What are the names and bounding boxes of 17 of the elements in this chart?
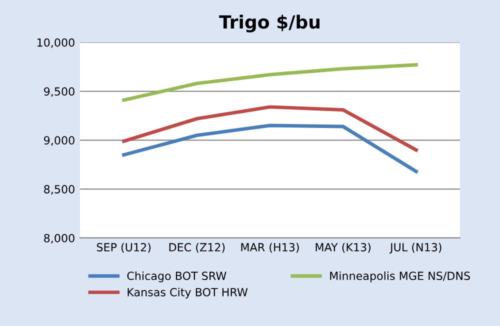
x-tick-label: MAY (K13): [316, 242, 370, 253]
legend-label: Kansas City BOT HRW: [128, 288, 248, 299]
legend-label: Minneapolis MGE NS/DNS: [330, 271, 470, 282]
y-tick-label: 10,000: [37, 38, 74, 48]
y-tick-label: 9,000: [44, 136, 74, 146]
x-tick-label: JUL (N13): [389, 242, 442, 254]
x-tick-label: MAR (H13): [241, 242, 299, 253]
line-series: [122, 63, 418, 102]
y-tick-label: 8,000: [44, 234, 74, 244]
y-tick-label: 8,500: [44, 185, 74, 195]
y-tick-label: 9,500: [44, 87, 74, 97]
line-series: [122, 105, 418, 152]
legend-label: Chicago BOT SRW: [127, 271, 226, 282]
chart-title: Trigo $/bu: [219, 14, 320, 32]
line-series: [122, 124, 418, 174]
x-tick-label: DEC (Z12): [169, 242, 225, 253]
x-tick-label: SEP (U12): [96, 242, 151, 253]
